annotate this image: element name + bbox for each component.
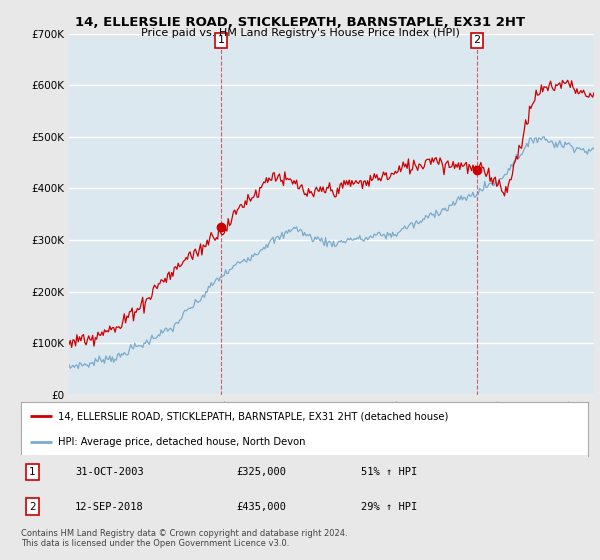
Text: 2: 2 (29, 502, 35, 511)
Text: 1: 1 (217, 35, 224, 45)
Text: 14, ELLERSLIE ROAD, STICKLEPATH, BARNSTAPLE, EX31 2HT (detached house): 14, ELLERSLIE ROAD, STICKLEPATH, BARNSTA… (58, 412, 448, 421)
Text: 31-OCT-2003: 31-OCT-2003 (75, 468, 143, 477)
Text: 29% ↑ HPI: 29% ↑ HPI (361, 502, 418, 511)
Text: 51% ↑ HPI: 51% ↑ HPI (361, 468, 418, 477)
Text: £435,000: £435,000 (236, 502, 286, 511)
Text: Contains HM Land Registry data © Crown copyright and database right 2024.
This d: Contains HM Land Registry data © Crown c… (21, 529, 347, 548)
Text: HPI: Average price, detached house, North Devon: HPI: Average price, detached house, Nort… (58, 437, 305, 446)
Text: £325,000: £325,000 (236, 468, 286, 477)
Text: 14, ELLERSLIE ROAD, STICKLEPATH, BARNSTAPLE, EX31 2HT: 14, ELLERSLIE ROAD, STICKLEPATH, BARNSTA… (75, 16, 525, 29)
Text: 1: 1 (29, 468, 35, 477)
Text: Price paid vs. HM Land Registry's House Price Index (HPI): Price paid vs. HM Land Registry's House … (140, 28, 460, 38)
Text: 12-SEP-2018: 12-SEP-2018 (75, 502, 143, 511)
Text: 2: 2 (473, 35, 481, 45)
